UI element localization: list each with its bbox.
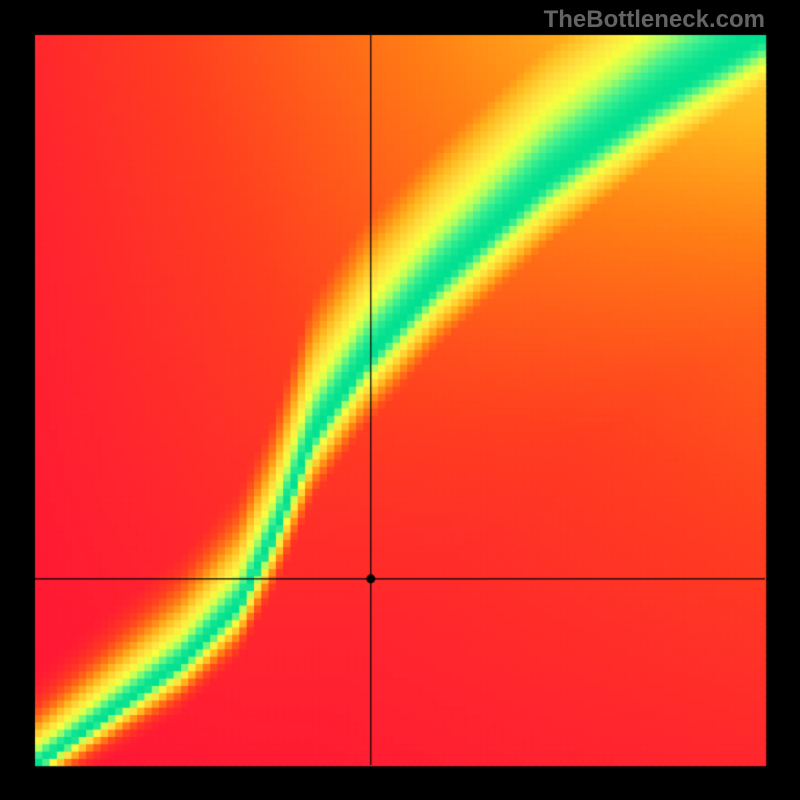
watermark-text: TheBottleneck.com xyxy=(544,6,765,34)
chart-container: TheBottleneck.com xyxy=(0,0,800,800)
bottleneck-heatmap xyxy=(0,0,800,800)
